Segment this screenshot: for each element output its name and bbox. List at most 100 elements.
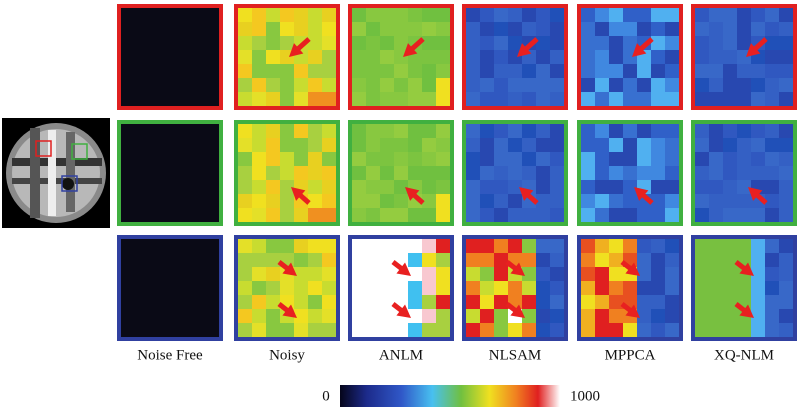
pixel	[536, 8, 551, 23]
pixel	[135, 323, 150, 338]
pixel	[637, 22, 652, 37]
pixel	[737, 194, 752, 209]
pixel	[252, 239, 267, 254]
pixel	[751, 152, 766, 167]
pixel	[723, 138, 738, 153]
pixel	[422, 22, 437, 37]
arrow-head	[282, 262, 297, 276]
pixel	[163, 36, 178, 51]
pixel	[308, 295, 323, 310]
pixel	[522, 267, 537, 282]
pixel	[149, 194, 164, 209]
pixel	[466, 239, 481, 254]
pixel	[522, 124, 537, 139]
pixel	[723, 208, 738, 223]
pixel	[352, 208, 367, 223]
pixel	[436, 253, 451, 268]
pixel	[508, 152, 523, 167]
pixel	[422, 180, 437, 195]
pixel	[466, 309, 481, 324]
pixel	[709, 124, 724, 139]
pixel	[238, 36, 253, 51]
pixel	[149, 50, 164, 65]
pixel	[609, 267, 624, 282]
pixel	[508, 281, 523, 296]
pixel	[149, 323, 164, 338]
pixel	[623, 281, 638, 296]
pixel	[308, 124, 323, 139]
pixel	[252, 36, 267, 51]
pixel	[550, 267, 565, 282]
pixel	[751, 208, 766, 223]
pixel	[665, 295, 680, 310]
pixel	[436, 8, 451, 23]
pixel	[322, 138, 337, 153]
pixel	[779, 92, 794, 107]
pixel	[352, 50, 367, 65]
pixel	[723, 267, 738, 282]
pixel	[737, 78, 752, 93]
pixel	[238, 239, 253, 254]
pixel	[135, 239, 150, 254]
pixel	[422, 166, 437, 181]
tile-border	[234, 4, 340, 110]
pixel	[779, 309, 794, 324]
pixel	[394, 36, 409, 51]
pixel	[536, 152, 551, 167]
pixel	[550, 22, 565, 37]
pixel	[422, 239, 437, 254]
pixel	[494, 180, 509, 195]
pixel	[163, 253, 178, 268]
pixel	[352, 239, 367, 254]
pixel	[322, 152, 337, 167]
tile-border	[462, 120, 568, 226]
pixel	[651, 323, 666, 338]
pixel	[436, 78, 451, 93]
pixel	[623, 194, 638, 209]
pixel	[366, 152, 381, 167]
pixel	[595, 309, 610, 324]
pixel	[380, 64, 395, 79]
pixel	[550, 8, 565, 23]
pixel	[480, 64, 495, 79]
pixel	[294, 8, 309, 23]
pixel	[135, 152, 150, 167]
pixel	[177, 138, 192, 153]
pixel	[550, 180, 565, 195]
pixel	[366, 22, 381, 37]
arrow-head	[748, 187, 763, 201]
pixel	[480, 253, 495, 268]
pixel	[494, 239, 509, 254]
pixel	[121, 208, 136, 223]
pixel	[238, 166, 253, 181]
pixel	[665, 36, 680, 51]
pixel	[581, 138, 596, 153]
pixel	[466, 166, 481, 181]
pixel	[380, 36, 395, 51]
pixel	[238, 180, 253, 195]
pixel	[352, 180, 367, 195]
pixel	[280, 138, 295, 153]
pixel	[436, 166, 451, 181]
pixel	[352, 152, 367, 167]
pixel	[322, 22, 337, 37]
tile-border	[348, 235, 454, 341]
pixel	[149, 152, 164, 167]
pixel	[436, 323, 451, 338]
pixel	[723, 180, 738, 195]
pixel	[665, 166, 680, 181]
pixel	[135, 253, 150, 268]
pixel	[779, 281, 794, 296]
pixel	[466, 180, 481, 195]
pixel	[709, 180, 724, 195]
pixel	[508, 78, 523, 93]
pixel	[352, 8, 367, 23]
pixel	[149, 180, 164, 195]
pixel	[322, 36, 337, 51]
pixel	[709, 92, 724, 107]
pixel	[765, 253, 780, 268]
pixel	[294, 239, 309, 254]
pixel	[352, 253, 367, 268]
pixel	[366, 295, 381, 310]
tile-border	[691, 235, 797, 341]
